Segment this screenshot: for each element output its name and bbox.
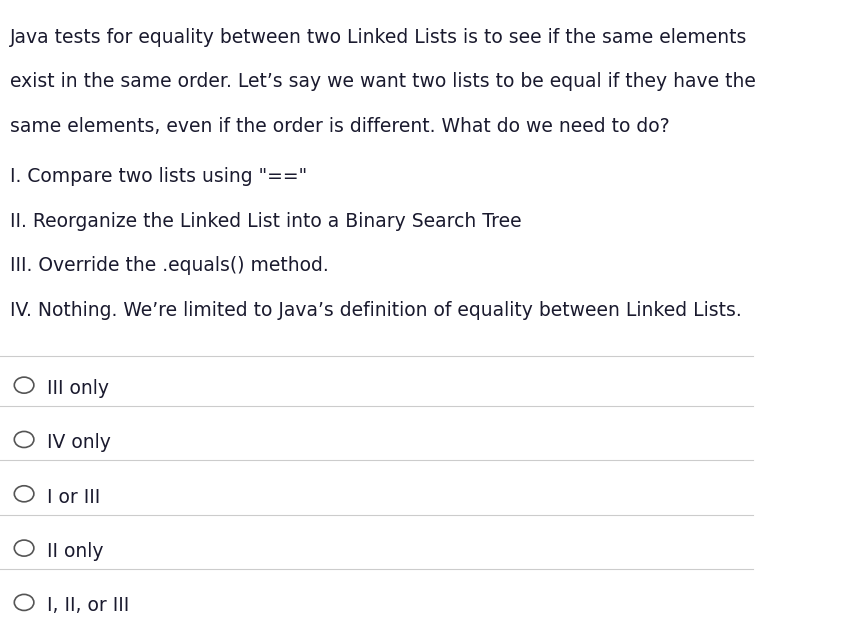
Text: I. Compare two lists using "==": I. Compare two lists using "==" (10, 167, 306, 186)
Text: I, II, or III: I, II, or III (48, 596, 130, 615)
Text: IV. Nothing. We’re limited to Java’s definition of equality between Linked Lists: IV. Nothing. We’re limited to Java’s def… (10, 301, 741, 319)
Text: III. Override the .equals() method.: III. Override the .equals() method. (10, 256, 329, 275)
Text: exist in the same order. Let’s say we want two lists to be equal if they have th: exist in the same order. Let’s say we wa… (10, 72, 756, 91)
Text: I or III: I or III (48, 487, 101, 507)
Text: III only: III only (48, 379, 110, 398)
Text: Java tests for equality between two Linked Lists is to see if the same elements: Java tests for equality between two Link… (10, 28, 747, 46)
Text: II. Reorganize the Linked List into a Binary Search Tree: II. Reorganize the Linked List into a Bi… (10, 211, 521, 231)
Text: II only: II only (48, 542, 104, 561)
Text: same elements, even if the order is different. What do we need to do?: same elements, even if the order is diff… (10, 117, 669, 136)
Text: IV only: IV only (48, 433, 111, 453)
